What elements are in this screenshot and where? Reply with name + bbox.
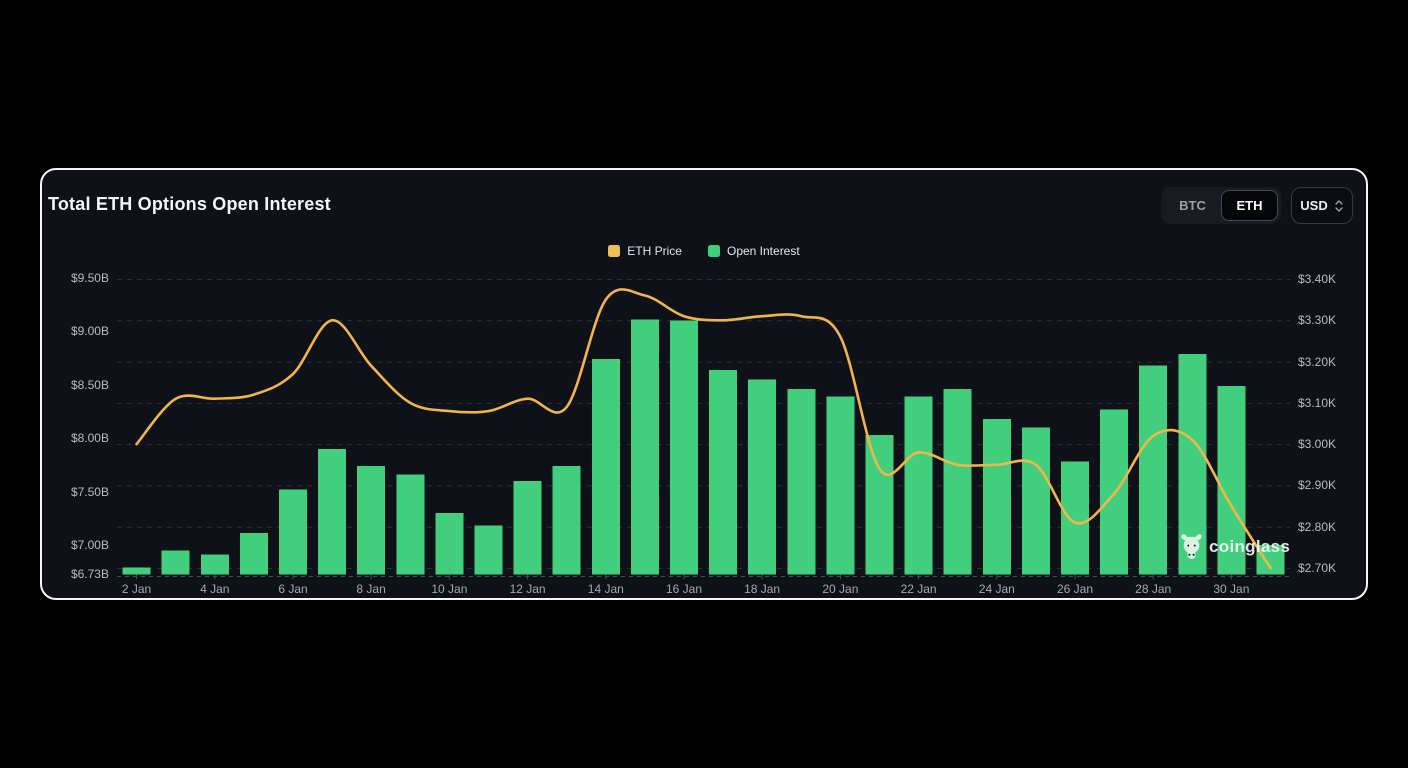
open-interest-bar — [1021, 427, 1050, 575]
chart-canvas — [117, 279, 1290, 580]
open-interest-bar — [552, 465, 581, 575]
plot-area[interactable]: $9.50B $9.00B $8.50B $8.00B $7.50B $7.00B $6.7… — [42, 170, 1370, 602]
open-interest-bar — [396, 474, 425, 575]
open-interest-bar — [982, 419, 1011, 575]
y-axis-label-left: $8.00B — [70, 431, 109, 446]
x-axis-label: 8 Jan — [356, 582, 386, 596]
x-axis-label: 28 Jan — [1135, 582, 1172, 596]
legend-item-eth-price[interactable]: ETH Price — [608, 244, 682, 258]
y-axis-label-right: $3.30K — [1298, 313, 1337, 328]
x-axis-label: 24 Jan — [978, 582, 1015, 596]
y-axis-label-left: $6.73B — [70, 566, 109, 581]
open-interest-bar — [513, 480, 542, 575]
y-axis-label-right: $3.10K — [1298, 395, 1337, 410]
currency-select-value: USD — [1300, 198, 1328, 213]
x-axis-label: 2 Jan — [121, 582, 152, 596]
open-interest-bar — [709, 369, 738, 575]
open-interest-bar — [122, 567, 151, 575]
x-axis-label: 10 Jan — [431, 582, 468, 596]
open-interest-bar — [318, 448, 347, 575]
coin-toggle-eth-button[interactable]: ETH — [1221, 190, 1278, 221]
x-axis-label: 18 Jan — [744, 582, 781, 596]
open-interest-bar — [357, 465, 386, 575]
page-title: Total ETH Options Open Interest — [48, 194, 331, 214]
x-axis-label: 30 Jan — [1213, 582, 1250, 596]
legend: ETH Price Open Interest — [42, 244, 1366, 258]
open-interest-bar — [865, 435, 894, 575]
legend-label: Open Interest — [726, 244, 800, 258]
open-interest-bar — [670, 320, 698, 575]
y-axis-label-right: $2.90K — [1298, 478, 1337, 493]
currency-select[interactable]: USD — [1291, 187, 1353, 224]
x-axis-label: 12 Jan — [509, 582, 546, 596]
open-interest-bar — [943, 389, 972, 575]
y-axis-label-left: $7.00B — [70, 538, 109, 552]
legend-label: ETH Price — [627, 244, 682, 258]
x-axis-label: 20 Jan — [822, 582, 859, 596]
y-axis-label-right: $2.70K — [1298, 561, 1337, 575]
y-axis-label-left: $9.00B — [70, 324, 109, 339]
coin-toggle-btc-button[interactable]: BTC — [1164, 190, 1221, 221]
chart-card: Total ETH Options Open Interest BTC ETH … — [40, 168, 1368, 600]
x-axis-label: 16 Jan — [665, 582, 703, 596]
legend-item-open-interest[interactable]: Open Interest — [707, 244, 800, 258]
header-controls: BTC ETH USD — [1161, 187, 1353, 224]
x-axis-label: 6 Jan — [278, 582, 308, 596]
x-axis-label: 26 Jan — [1056, 582, 1094, 596]
x-axis-label: 4 Jan — [200, 582, 230, 596]
x-axis-label: 22 Jan — [900, 582, 937, 596]
y-axis-label-left: $7.50B — [70, 484, 109, 499]
eth-price-swatch — [608, 245, 621, 257]
open-interest-bar — [1061, 461, 1089, 575]
y-axis-label-left: $8.50B — [70, 377, 109, 392]
y-axis-label-right: $3.20K — [1298, 354, 1337, 369]
open-interest-bar — [748, 379, 777, 575]
open-interest-bar — [787, 389, 816, 575]
open-interest-bar — [1256, 545, 1285, 575]
x-axis-label: 14 Jan — [587, 582, 624, 596]
y-axis-label-right: $2.80K — [1298, 519, 1337, 534]
y-axis-label-right: $3.40K — [1298, 272, 1337, 286]
y-axis-label-right: $3.00K — [1298, 437, 1337, 452]
open-interest-bar — [474, 525, 503, 575]
open-interest-bar — [239, 533, 268, 575]
select-arrows-icon — [1334, 199, 1344, 213]
y-axis-label-left: $9.50B — [70, 271, 109, 285]
open-interest-bar — [200, 554, 229, 575]
open-interest-bar — [630, 319, 659, 575]
open-interest-bar — [279, 489, 307, 575]
coin-toggle: BTC ETH — [1161, 187, 1281, 224]
eth-price-line — [135, 288, 1272, 570]
open-interest-bar — [1178, 353, 1207, 575]
open-interest-swatch — [707, 245, 720, 257]
open-interest-bar — [161, 550, 190, 575]
open-interest-bar — [904, 396, 933, 575]
open-interest-bar — [435, 512, 464, 575]
open-interest-bar — [591, 359, 620, 575]
open-interest-bar — [1217, 385, 1246, 575]
open-interest-bar — [1139, 365, 1168, 575]
open-interest-bar — [826, 396, 855, 575]
